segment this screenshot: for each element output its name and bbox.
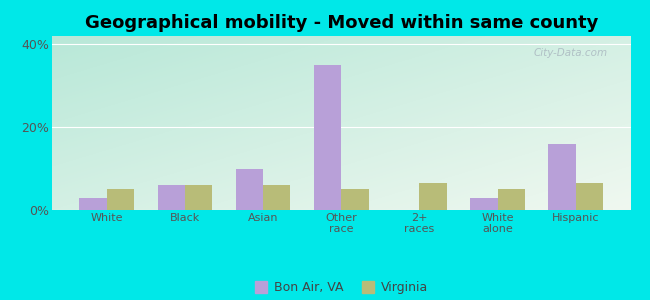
Bar xyxy=(498,189,525,210)
Bar xyxy=(185,185,213,210)
Text: City-Data.com: City-Data.com xyxy=(533,48,607,58)
Bar xyxy=(314,65,341,210)
Bar xyxy=(157,185,185,210)
Bar xyxy=(576,183,603,210)
Title: Geographical mobility - Moved within same county: Geographical mobility - Moved within sam… xyxy=(84,14,598,32)
Bar xyxy=(341,189,369,210)
Bar xyxy=(236,169,263,210)
Bar xyxy=(263,185,291,210)
Bar xyxy=(107,189,134,210)
Bar xyxy=(470,198,498,210)
Legend: Bon Air, VA, Virginia: Bon Air, VA, Virginia xyxy=(255,281,428,294)
Bar xyxy=(549,144,576,210)
Bar xyxy=(79,198,107,210)
Bar xyxy=(419,183,447,210)
